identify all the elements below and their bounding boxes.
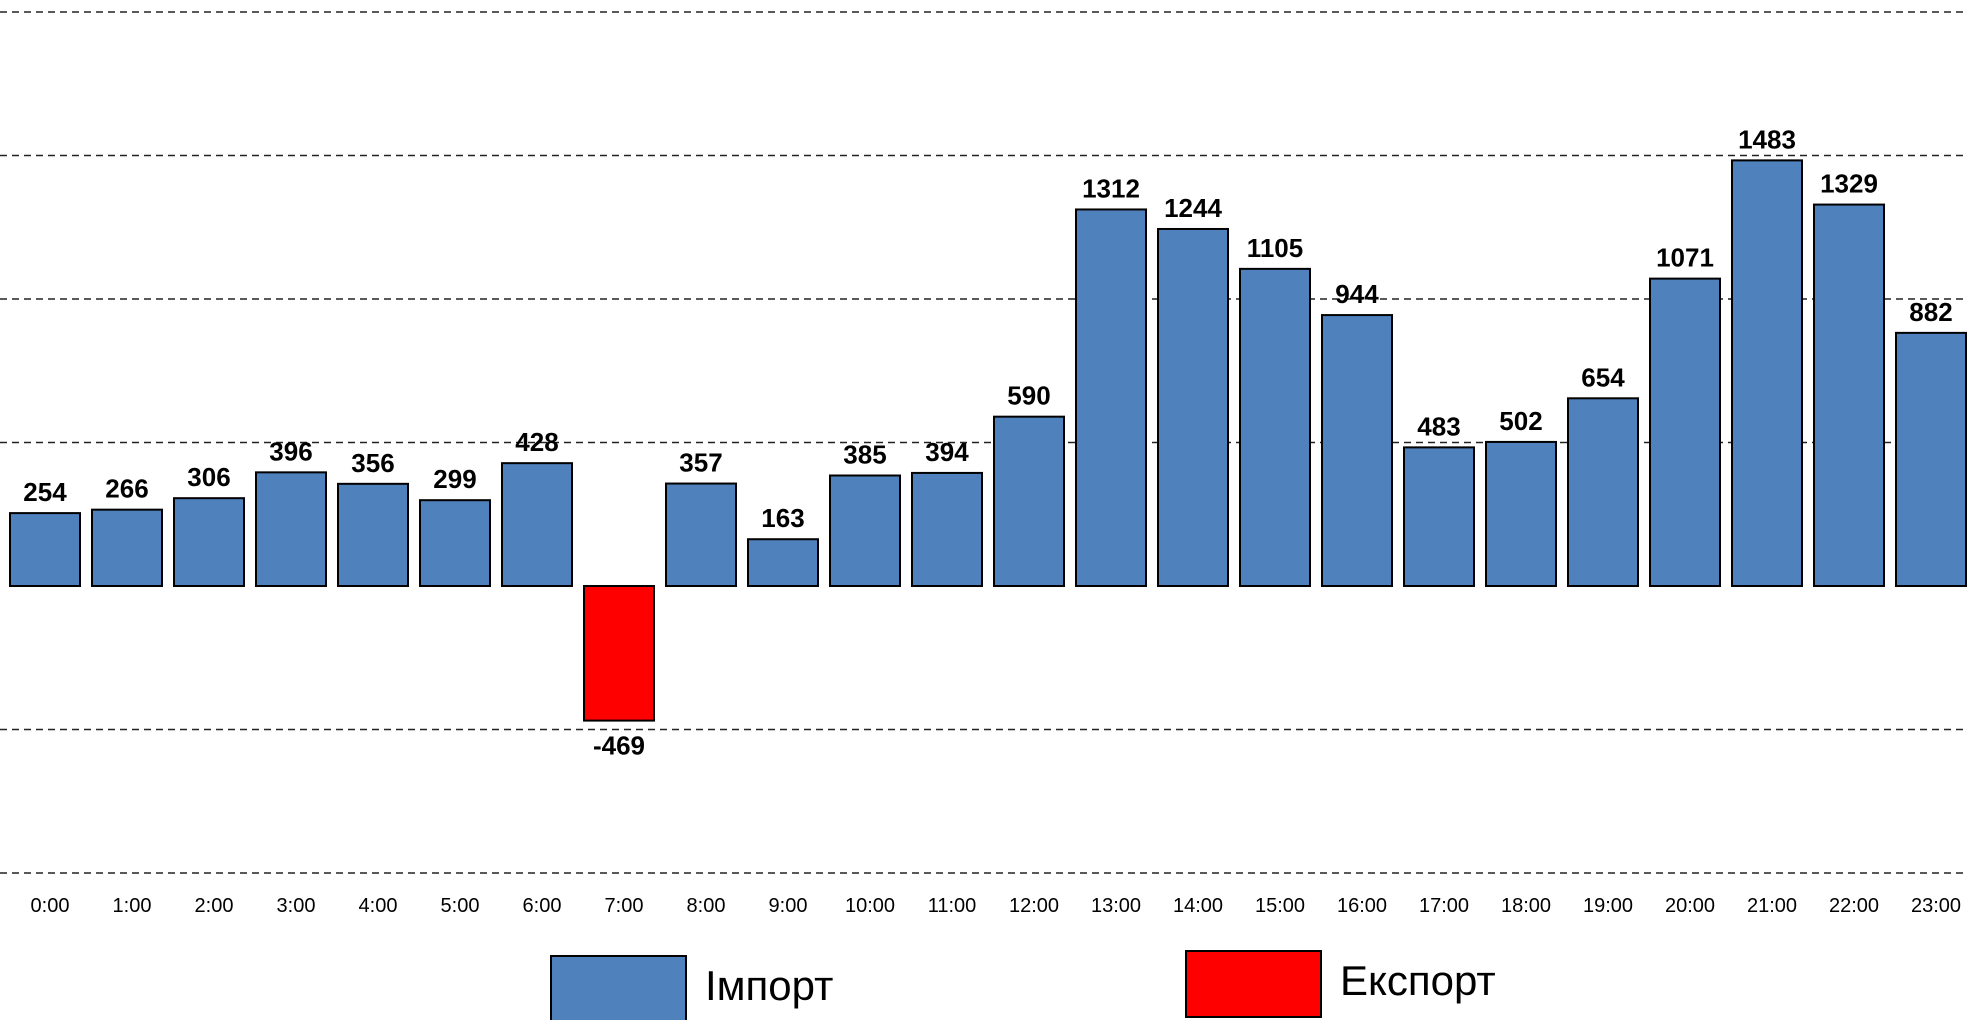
value-label: 306 <box>187 462 230 492</box>
legend-label-export: Експорт <box>1340 957 1496 1004</box>
x-tick-label: 8:00 <box>687 895 726 917</box>
x-tick-label: 22:00 <box>1829 895 1879 917</box>
x-tick-label: 20:00 <box>1665 895 1715 917</box>
bar-10-00 <box>829 474 901 588</box>
x-axis-tick-labels: 0:00 1:00 2:00 3:00 4:00 5:00 6:00 7:00 8:00 9:00… <box>31 895 1962 917</box>
bar-13-00 <box>1075 208 1147 587</box>
value-label: 590 <box>1007 381 1050 411</box>
bar-18-00 <box>1485 440 1557 587</box>
legend-swatch-export <box>1185 950 1322 1018</box>
bar-14-00 <box>1157 227 1229 588</box>
bar-3-00 <box>255 471 327 587</box>
bar-20-00 <box>1649 277 1721 587</box>
bar-1-00 <box>91 508 163 587</box>
x-tick-label: 14:00 <box>1173 895 1223 917</box>
value-label: 394 <box>925 437 969 467</box>
value-label: -469 <box>593 731 645 761</box>
x-tick-label: 10:00 <box>845 895 895 917</box>
gridlines <box>0 11 1968 874</box>
bar-7-00 <box>583 585 655 722</box>
value-label: 944 <box>1335 279 1379 309</box>
value-label: 882 <box>1909 297 1952 327</box>
bar-11-00 <box>911 471 983 587</box>
legend: Імпорт Експорт <box>550 950 1496 1020</box>
legend-swatch-import <box>550 955 687 1020</box>
x-tick-label: 5:00 <box>441 895 480 917</box>
value-label: 1329 <box>1820 169 1878 199</box>
x-tick-label: 19:00 <box>1583 895 1633 917</box>
x-tick-label: 16:00 <box>1337 895 1387 917</box>
value-label: 385 <box>843 440 886 470</box>
value-label: 396 <box>269 436 312 466</box>
x-tick-label: 6:00 <box>523 895 562 917</box>
legend-label-import: Імпорт <box>705 962 833 1009</box>
bar-9-00 <box>747 538 819 587</box>
value-label: 299 <box>433 464 476 494</box>
bar-12-00 <box>993 415 1065 588</box>
x-tick-label: 21:00 <box>1747 895 1797 917</box>
bar-5-00 <box>419 499 491 588</box>
value-label: 357 <box>679 448 722 478</box>
bar-0-00 <box>9 512 81 587</box>
value-label: 254 <box>23 477 67 507</box>
x-tick-label: 23:00 <box>1911 895 1961 917</box>
value-label: 266 <box>105 474 148 504</box>
value-label: 483 <box>1417 411 1460 441</box>
value-label: 1312 <box>1082 173 1140 203</box>
value-label: 1105 <box>1247 233 1303 263</box>
x-tick-label: 9:00 <box>769 895 808 917</box>
value-label: 428 <box>515 427 558 457</box>
bar-15-00 <box>1239 267 1311 587</box>
bar-2-00 <box>173 497 245 588</box>
x-tick-label: 18:00 <box>1501 895 1551 917</box>
bar-16-00 <box>1321 314 1393 587</box>
x-tick-label: 3:00 <box>277 895 316 917</box>
value-label: 1071 <box>1656 243 1714 273</box>
value-label: 356 <box>351 448 394 478</box>
bar-21-00 <box>1731 159 1803 587</box>
bar-22-00 <box>1813 203 1885 587</box>
x-tick-label: 13:00 <box>1091 895 1141 917</box>
value-labels: 254 266 306 396 356 299 428 -469 357 163 385 394 590… <box>23 124 1952 760</box>
x-tick-label: 0:00 <box>31 895 70 917</box>
x-tick-label: 11:00 <box>928 895 977 917</box>
bars <box>9 159 1967 722</box>
bar-19-00 <box>1567 397 1639 587</box>
value-label: 1244 <box>1164 193 1222 223</box>
value-label: 654 <box>1581 362 1625 392</box>
bar-17-00 <box>1403 446 1475 587</box>
x-tick-label: 1:00 <box>113 895 152 917</box>
x-tick-label: 17:00 <box>1419 895 1469 917</box>
bar-23-00 <box>1895 331 1967 587</box>
bar-4-00 <box>337 482 409 587</box>
value-label: 163 <box>761 503 804 533</box>
bar-6-00 <box>501 462 573 587</box>
x-tick-label: 12:00 <box>1009 895 1059 917</box>
value-label: 502 <box>1499 406 1542 436</box>
bar-8-00 <box>665 482 737 587</box>
x-tick-label: 2:00 <box>195 895 234 917</box>
x-tick-label: 4:00 <box>359 895 398 917</box>
x-tick-label: 15:00 <box>1255 895 1305 917</box>
x-tick-label: 7:00 <box>605 895 644 917</box>
value-label: 1483 <box>1738 124 1796 154</box>
